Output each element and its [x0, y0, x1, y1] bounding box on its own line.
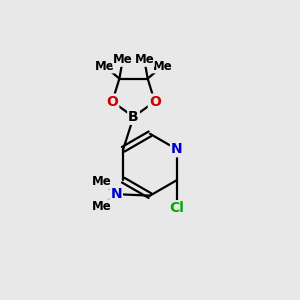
Text: O: O: [149, 94, 161, 109]
Text: Me: Me: [95, 60, 115, 73]
Text: N: N: [171, 142, 183, 156]
Text: Me: Me: [92, 200, 111, 213]
Text: Me: Me: [113, 53, 133, 66]
Text: Cl: Cl: [169, 201, 184, 215]
Text: B: B: [128, 110, 139, 124]
Text: N: N: [110, 187, 122, 201]
Text: O: O: [106, 94, 118, 109]
Text: Me: Me: [134, 53, 154, 66]
Text: Me: Me: [152, 60, 172, 73]
Text: Me: Me: [92, 176, 111, 188]
